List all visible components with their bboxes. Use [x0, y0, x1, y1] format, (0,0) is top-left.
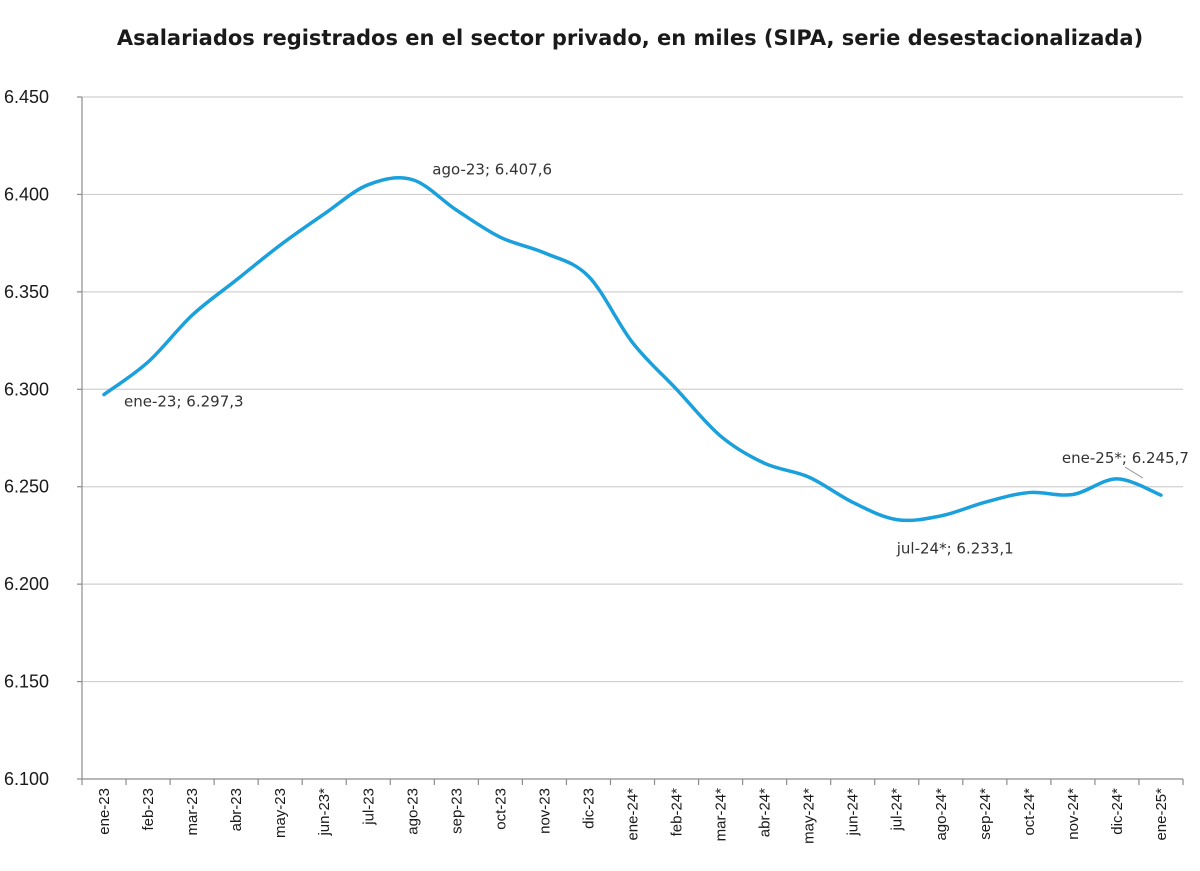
x-tick-label: oct-24*	[1021, 788, 1038, 836]
y-tick-label: 6.300	[4, 379, 49, 399]
series-layer	[102, 176, 1163, 523]
grid-lines	[82, 96, 1183, 683]
x-tick-label: jun-23*	[316, 788, 333, 837]
data-label: ene-25*; 6.245,7	[1062, 449, 1189, 467]
data-point	[234, 278, 238, 282]
data-point	[542, 251, 546, 255]
y-tick-label: 6.400	[4, 184, 49, 204]
data-point	[631, 341, 635, 345]
data-point	[851, 500, 855, 504]
x-tick-label: sep-24*	[977, 788, 994, 840]
data-point	[190, 313, 194, 317]
y-tick-label: 6.450	[4, 87, 49, 107]
data-point	[410, 178, 414, 182]
x-tick-label: ene-23	[96, 788, 113, 835]
x-tick-label: ago-24*	[933, 788, 950, 841]
y-tick-label: 6.150	[4, 672, 49, 692]
data-point	[983, 500, 987, 504]
x-tick-label: dic-23	[580, 788, 597, 829]
data-point	[895, 518, 899, 522]
y-axis: 6.100 6.150 6.200 6.250 6.300 6.350 6.400 6.450	[4, 87, 83, 789]
data-point	[763, 461, 767, 465]
x-tick-label: mar-24*	[713, 788, 730, 842]
data-label: ago-23; 6.407,6	[432, 161, 552, 179]
data-label: jul-24*; 6.233,1	[896, 540, 1014, 558]
x-tick-label: ene-25*	[1153, 788, 1170, 841]
data-label: ene-23; 6.297,3	[124, 393, 244, 411]
x-axis: ene-23 feb-23 mar-23 abr-23 may-23 jun-23* jul…	[81, 778, 1184, 844]
data-point	[102, 393, 106, 397]
x-tick-label: jul-24*	[889, 788, 906, 832]
x-tick-label: nov-23	[536, 788, 553, 834]
series-line	[102, 176, 1163, 523]
x-tick-label: jul-23	[360, 788, 377, 826]
y-tick-label: 6.100	[4, 769, 49, 789]
x-tick-label: feb-23	[140, 788, 157, 831]
annotation-leader	[1124, 466, 1144, 479]
x-tick-label: ago-23	[404, 788, 421, 835]
data-point	[146, 360, 150, 364]
x-tick-label: dic-24*	[1109, 788, 1126, 835]
x-tick-label: abr-23	[228, 788, 245, 831]
data-point	[498, 235, 502, 239]
annotations: ene-23; 6.297,3 ago-23; 6.407,6 jul-24*; 6…	[124, 161, 1189, 558]
x-tick-label: jun-24*	[845, 788, 862, 837]
data-point	[1071, 493, 1075, 497]
data-point	[675, 387, 679, 391]
x-tick-label: sep-23	[448, 788, 465, 834]
y-tick-label: 6.350	[4, 282, 49, 302]
y-tick-label: 6.250	[4, 477, 49, 497]
x-tick-label: may-23	[272, 788, 289, 838]
x-tick-label: nov-24*	[1065, 788, 1082, 840]
data-point	[939, 514, 943, 518]
x-tick-label: ene-24*	[625, 788, 642, 841]
x-tick-label: mar-23	[184, 788, 201, 836]
x-tick-label: feb-24*	[669, 788, 686, 837]
y-tick-label: 6.200	[4, 574, 49, 594]
data-point	[807, 475, 811, 479]
chart-title: Asalariados registrados en el sector pri…	[116, 26, 1144, 50]
x-tick-label: abr-24*	[757, 788, 774, 837]
data-point	[454, 208, 458, 212]
data-point	[1027, 491, 1031, 495]
data-point	[366, 183, 370, 187]
data-point	[1115, 477, 1119, 481]
data-point	[322, 212, 326, 216]
data-point	[586, 274, 590, 278]
data-point	[278, 243, 282, 247]
data-point	[719, 434, 723, 438]
x-tick-label: oct-23	[492, 788, 509, 830]
data-point	[1159, 493, 1163, 497]
x-tick-label: may-24*	[801, 788, 818, 844]
